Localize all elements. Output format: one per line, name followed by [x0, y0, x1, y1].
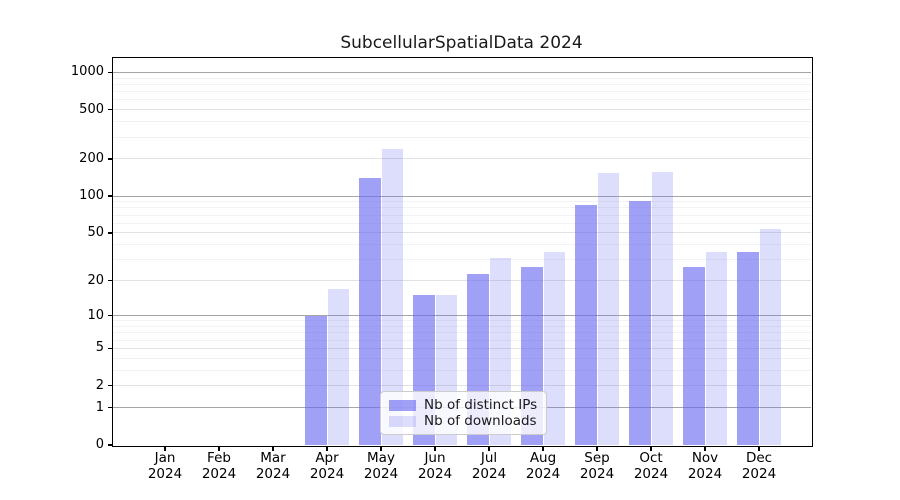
bar-nb-of-downloads: [597, 172, 619, 445]
y-tick: [108, 71, 113, 74]
y-tick: [108, 407, 113, 409]
y-tick-label: 2: [95, 377, 104, 393]
y-tick-label: 10: [87, 307, 104, 323]
bar-nb-of-downloads: [651, 171, 673, 445]
y-tick: [108, 232, 113, 234]
gridline: [113, 214, 811, 216]
bar-nb-of-distinct-ips: [359, 178, 381, 445]
gridline: [113, 385, 811, 387]
gridline: [113, 325, 811, 327]
legend-swatch-distinct-ips: [389, 399, 416, 411]
gridline: [113, 347, 811, 349]
gridline: [113, 222, 811, 224]
x-tick: [488, 446, 490, 451]
x-axis-label: Jan 2024: [147, 450, 183, 482]
x-tick: [380, 446, 382, 451]
y-tick-label: 1000: [70, 64, 104, 80]
y-tick-label: 1: [95, 399, 104, 415]
y-tick-label: 200: [79, 150, 104, 166]
y-tick: [108, 385, 113, 387]
bar-nb-of-downloads: [759, 228, 781, 445]
x-axis-label: Aug 2024: [525, 450, 561, 482]
gridline: [113, 77, 811, 79]
y-tick: [108, 195, 113, 197]
legend-item-downloads: Nb of downloads: [389, 413, 538, 429]
y-tick: [108, 158, 113, 160]
y-tick-label: 20: [87, 272, 104, 288]
gridline: [113, 71, 811, 73]
legend-label-distinct-ips: Nb of distinct IPs: [424, 397, 538, 413]
bar-nb-of-downloads: [705, 251, 727, 445]
gridline: [113, 136, 811, 138]
gridline: [113, 195, 811, 197]
x-axis-label: Nov 2024: [687, 450, 723, 482]
x-axis-label: May 2024: [363, 450, 399, 482]
legend-item-distinct-ips: Nb of distinct IPs: [389, 397, 538, 413]
x-axis-label: Jul 2024: [471, 450, 507, 482]
y-tick-label: 50: [87, 224, 104, 240]
gridline: [113, 259, 811, 261]
bar-nb-of-distinct-ips: [683, 267, 705, 445]
gridline: [113, 201, 811, 203]
bar-nb-of-downloads: [543, 251, 565, 445]
y-tick-label: 100: [79, 188, 104, 204]
x-tick: [434, 446, 436, 451]
gridline: [113, 357, 811, 359]
y-tick: [108, 444, 113, 446]
y-tick-label: 500: [79, 101, 104, 117]
y-tick: [108, 347, 113, 350]
x-tick: [758, 446, 760, 451]
gridline: [113, 121, 811, 123]
gridline: [113, 315, 811, 317]
gridline: [113, 244, 811, 246]
y-tick-label: 0: [95, 437, 104, 452]
gridline: [113, 339, 811, 341]
bar-nb-of-downloads: [381, 149, 403, 445]
gridline: [113, 332, 811, 334]
gridline: [113, 280, 811, 282]
x-axis-label: Sep 2024: [579, 450, 615, 482]
bar-nb-of-downloads: [327, 289, 349, 445]
x-tick: [542, 446, 544, 451]
gridline: [113, 99, 811, 101]
bar-nb-of-distinct-ips: [629, 200, 651, 445]
x-axis-label: Feb 2024: [201, 450, 237, 482]
gridline: [113, 320, 811, 322]
legend-label-downloads: Nb of downloads: [424, 413, 537, 429]
gridline: [113, 207, 811, 209]
x-axis-label: Mar 2024: [255, 450, 291, 482]
chart-title: SubcellularSpatialData 2024: [340, 33, 583, 53]
legend-swatch-downloads: [389, 415, 416, 427]
bar-nb-of-distinct-ips: [737, 251, 759, 445]
bar-nb-of-distinct-ips: [575, 204, 597, 445]
x-axis-label: Dec 2024: [741, 450, 777, 482]
x-tick: [326, 446, 328, 451]
x-axis-label: Apr 2024: [309, 450, 345, 482]
x-tick: [704, 446, 706, 451]
x-tick: [218, 446, 220, 451]
y-tick: [108, 109, 113, 111]
gridline: [113, 158, 811, 160]
y-tick: [108, 315, 113, 317]
gridline: [113, 369, 811, 371]
y-tick-label: 5: [95, 340, 104, 356]
x-axis-label: Jun 2024: [417, 450, 453, 482]
x-tick: [272, 446, 274, 451]
gridline: [113, 91, 811, 93]
bar-nb-of-distinct-ips: [305, 315, 327, 445]
gridline: [113, 83, 811, 85]
x-tick: [650, 446, 652, 451]
x-axis-label: Oct 2024: [633, 450, 669, 482]
y-tick: [108, 280, 113, 282]
legend: Nb of distinct IPs Nb of downloads: [380, 391, 547, 435]
x-tick: [164, 446, 166, 451]
gridline: [113, 109, 811, 111]
gridline: [113, 232, 811, 234]
x-tick: [596, 446, 598, 451]
